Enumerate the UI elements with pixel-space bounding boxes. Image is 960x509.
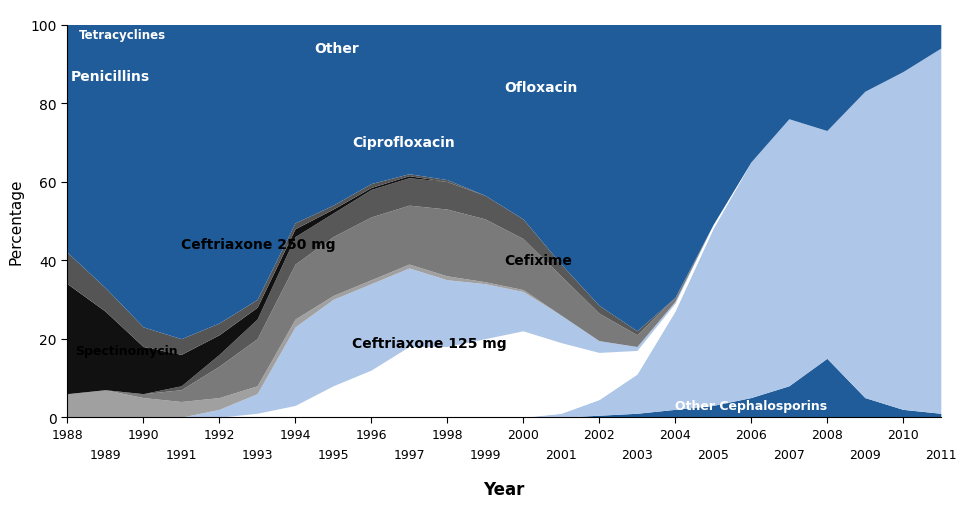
Text: 1989: 1989 [89,448,121,461]
Text: 2011: 2011 [925,448,956,461]
Text: 1997: 1997 [394,448,425,461]
Text: Penicillins: Penicillins [71,69,150,83]
Text: 1999: 1999 [469,448,501,461]
Text: Other: Other [314,42,359,56]
Text: Ceftriaxone 250 mg: Ceftriaxone 250 mg [181,238,336,252]
Y-axis label: Percentage: Percentage [9,178,23,265]
Text: 1991: 1991 [165,448,197,461]
Text: Spectinomycin: Spectinomycin [75,344,178,357]
Text: Tetracyclines: Tetracyclines [79,29,166,42]
Text: Ciprofloxacin: Ciprofloxacin [352,136,455,150]
Text: Ceftriaxone 125 mg: Ceftriaxone 125 mg [352,336,507,350]
X-axis label: Year: Year [483,479,525,497]
Text: 2003: 2003 [621,448,653,461]
Text: Cefixime: Cefixime [504,253,572,268]
Text: 2001: 2001 [545,448,577,461]
Text: 2009: 2009 [849,448,880,461]
Text: 2007: 2007 [773,448,804,461]
Text: Other Cephalosporins: Other Cephalosporins [675,399,828,412]
Text: 1993: 1993 [241,448,273,461]
Text: Ofloxacin: Ofloxacin [504,81,577,95]
Text: 1995: 1995 [317,448,348,461]
Text: 2005: 2005 [697,448,729,461]
